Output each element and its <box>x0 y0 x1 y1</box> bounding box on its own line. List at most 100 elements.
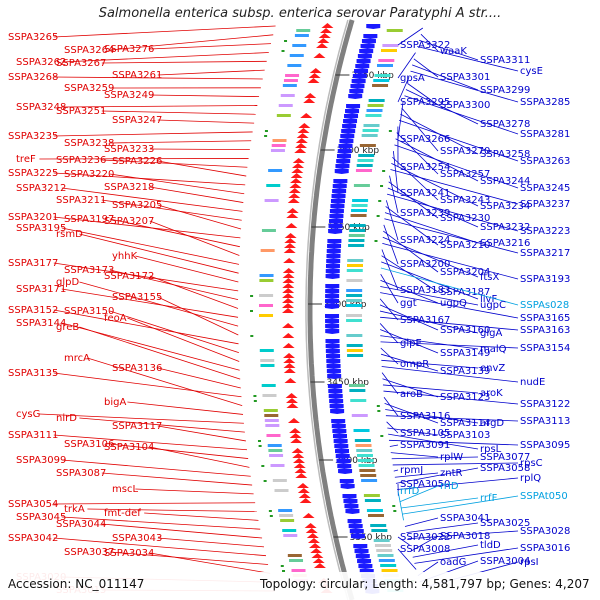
forward-gene-arrow <box>350 84 365 89</box>
cog-feature <box>260 359 275 362</box>
gene-label-left: mrcA <box>64 353 90 364</box>
reverse-gene-arrow <box>295 473 308 478</box>
cog-feature <box>380 49 397 52</box>
forward-gene-arrow <box>346 104 361 109</box>
reverse-gene-arrow <box>313 563 326 568</box>
gene-label-right: SSPA3270 <box>440 146 490 157</box>
forward-gene-arrow <box>336 159 351 164</box>
gene-label-left: SSPA3226 <box>112 156 162 167</box>
gene-label-left: feoA <box>104 313 127 324</box>
forward-gene-arrow <box>326 254 341 259</box>
label-connector <box>61 52 269 63</box>
label-connector <box>144 512 259 521</box>
label-connector <box>381 255 439 293</box>
reverse-gene-arrow <box>289 428 302 433</box>
label-connector <box>101 472 253 486</box>
cog-feature <box>346 299 363 302</box>
cog-feature <box>291 569 306 572</box>
reverse-gene-arrow <box>283 353 296 358</box>
label-connector <box>397 77 410 103</box>
forward-gene-arrow <box>325 284 340 289</box>
gene-label-right: SSPA3123 <box>440 392 490 403</box>
gene-label-right: aroB <box>400 389 423 400</box>
gene-label-left: treF <box>16 154 36 165</box>
label-connector <box>383 224 399 265</box>
label-connector <box>381 366 519 383</box>
cog-feature <box>348 384 365 387</box>
gc-marker <box>250 335 254 337</box>
cog-feature <box>287 64 302 67</box>
forward-gene-arrow <box>327 374 342 379</box>
gene-label-right: SSPA3299 <box>480 85 530 96</box>
cog-feature <box>260 364 275 367</box>
label-connector <box>101 60 267 64</box>
gene-label-left: fmt-def <box>104 508 141 519</box>
forward-gene-arrow <box>328 219 343 224</box>
cog-feature <box>287 554 302 557</box>
reverse-gene-arrow <box>290 173 303 178</box>
gene-label-right: rpmJ <box>400 465 423 476</box>
label-connector <box>399 119 519 162</box>
gene-label-right: cysE <box>520 66 543 77</box>
forward-gene-arrow <box>326 359 341 364</box>
reverse-gene-arrow <box>296 483 309 488</box>
forward-gene-arrow <box>335 454 350 459</box>
reverse-gene-arrow <box>287 198 300 203</box>
label-connector <box>149 552 271 574</box>
label-connector <box>388 439 519 446</box>
label-connector <box>407 530 519 540</box>
cog-feature <box>346 294 363 297</box>
accession-text: Accession: NC_011147 <box>8 577 145 591</box>
gene-label-right: SSPA3113 <box>520 416 570 427</box>
gc-marker <box>382 170 386 172</box>
cog-feature <box>260 249 275 252</box>
cog-feature <box>378 59 395 62</box>
gc-marker <box>253 400 257 402</box>
forward-gene-arrow <box>337 464 352 469</box>
forward-gene-arrow <box>326 364 341 369</box>
gc-marker <box>263 480 267 482</box>
gene-label-left: SSPA3249 <box>104 90 154 101</box>
gene-label-right: SSPA3224 <box>400 235 450 246</box>
gene-label-left: SSPA3220 <box>64 169 114 180</box>
cog-feature <box>363 494 380 497</box>
gene-label-left: SSPA3155 <box>112 292 162 303</box>
gene-label-right: SSPA3187 <box>440 287 490 298</box>
cog-feature <box>289 54 304 57</box>
cog-feature <box>361 479 378 482</box>
gene-label-left: SSPA3267 <box>56 58 106 69</box>
gene-label-right: SSPA3278 <box>480 119 530 130</box>
gene-label-right: SSPA3234 <box>480 201 530 212</box>
gene-label-right: SSPA3095 <box>520 440 570 451</box>
label-connector <box>387 427 439 436</box>
forward-gene-arrow <box>331 419 346 424</box>
cog-feature <box>361 134 378 137</box>
gene-label-left: SSPA3144 <box>16 318 66 329</box>
label-connector <box>391 163 479 207</box>
gene-label-right: SSPA3193 <box>520 274 570 285</box>
gc-marker <box>392 505 396 507</box>
reverse-gene-arrow <box>282 298 295 303</box>
cog-feature <box>282 529 297 532</box>
cog-feature <box>261 229 276 232</box>
forward-gene-arrow <box>325 319 340 324</box>
cog-feature <box>362 129 379 132</box>
gene-label-left: SSPA3225 <box>8 168 58 179</box>
label-connector <box>390 169 519 205</box>
gc-marker <box>250 310 254 312</box>
gc-marker <box>377 410 381 412</box>
label-connector <box>391 456 479 460</box>
label-connector <box>392 156 439 201</box>
gc-marker <box>253 395 257 397</box>
gene-label-right: rpsC <box>520 458 543 469</box>
forward-gene-arrow <box>325 289 340 294</box>
gene-label-right: SSPA3004 <box>480 556 530 567</box>
cog-feature <box>350 214 367 217</box>
forward-gene-arrow <box>333 439 348 444</box>
gene-label-right: ugpQ <box>440 298 467 309</box>
forward-gene-arrow <box>334 444 349 449</box>
forward-gene-arrow <box>329 209 344 214</box>
gene-label-left: SSPA3248 <box>16 102 66 113</box>
forward-gene-arrow <box>345 109 360 114</box>
